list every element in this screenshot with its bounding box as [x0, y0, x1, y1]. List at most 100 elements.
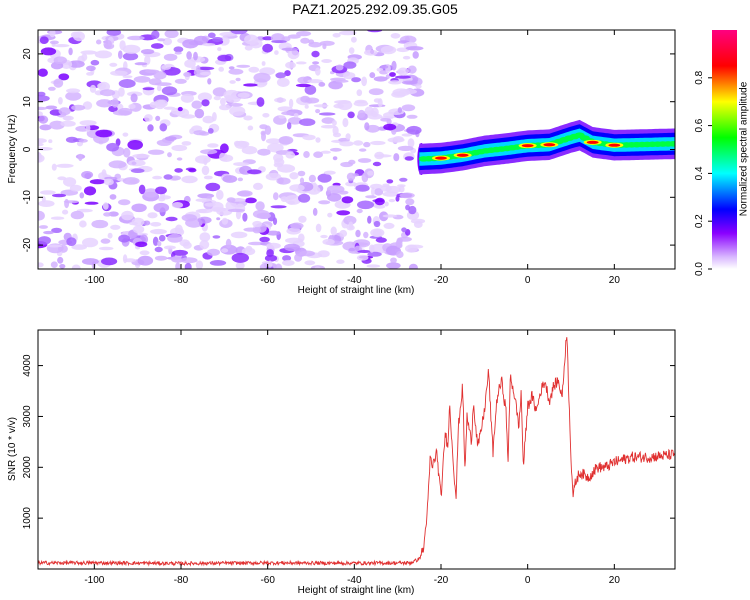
noise-blob	[161, 64, 172, 70]
noise-blob	[199, 240, 210, 250]
noise-blob	[236, 191, 251, 197]
noise-blob	[244, 34, 259, 45]
noise-blob	[370, 140, 386, 146]
noise-blob	[380, 185, 392, 192]
noise-blob	[156, 85, 162, 92]
noise-blob	[150, 228, 167, 235]
noise-blob	[397, 107, 403, 114]
noise-blob	[413, 220, 423, 228]
noise-blob	[112, 110, 131, 116]
noise-blob	[122, 132, 129, 137]
noise-blob	[177, 106, 183, 112]
noise-blob	[320, 150, 331, 154]
noise-blob	[317, 173, 332, 183]
noise-blob	[236, 64, 251, 68]
noise-blob	[355, 229, 361, 238]
snr-x-tick-label: 20	[609, 575, 621, 586]
noise-blob	[314, 266, 321, 269]
noise-blob	[207, 127, 214, 134]
noise-blob	[38, 210, 45, 221]
noise-blob	[167, 233, 183, 243]
noise-blob	[401, 227, 407, 233]
noise-blob	[397, 67, 409, 76]
noise-blob	[281, 111, 295, 116]
noise-blob	[317, 250, 330, 258]
noise-blob	[198, 208, 208, 213]
noise-blob	[111, 98, 119, 108]
noise-blob	[312, 207, 318, 216]
noise-blob	[287, 200, 295, 205]
noise-blob	[395, 195, 400, 202]
noise-blob	[230, 30, 248, 35]
noise-blob	[367, 30, 383, 33]
noise-blob	[365, 195, 377, 199]
noise-blob	[110, 224, 121, 230]
noise-blob	[172, 249, 188, 256]
noise-blob	[330, 226, 337, 236]
noise-blob	[229, 106, 246, 116]
noise-blob	[40, 190, 56, 195]
spectrogram-x-tick-label: 0	[525, 275, 531, 286]
noise-blob	[335, 79, 349, 83]
noise-blob	[294, 253, 303, 262]
noise-blob	[181, 175, 198, 184]
noise-blob	[346, 172, 356, 181]
noise-blob	[131, 217, 145, 227]
snr-y-axis-label: SNR (10 * v/v)	[7, 417, 18, 481]
noise-blob	[154, 82, 172, 86]
noise-blob	[271, 40, 287, 44]
noise-blob	[261, 61, 266, 66]
noise-blob	[332, 33, 341, 38]
noise-blob	[121, 210, 134, 221]
noise-blob	[318, 82, 326, 87]
noise-blob	[319, 40, 335, 46]
noise-blob	[58, 97, 63, 105]
noise-blob	[293, 113, 299, 118]
noise-blob	[73, 31, 85, 42]
noise-blob	[389, 72, 396, 77]
spectrogram-y-tick-label: -20	[22, 237, 33, 252]
noise-blob	[313, 151, 323, 158]
noise-blob	[287, 34, 301, 39]
noise-blob	[384, 201, 389, 207]
noise-blob	[284, 70, 291, 77]
noise-blob	[107, 232, 113, 239]
noise-blob	[241, 146, 258, 155]
noise-blob	[404, 156, 414, 161]
noise-blob	[415, 84, 422, 89]
noise-blob	[39, 124, 52, 131]
noise-blob	[343, 61, 357, 69]
noise-blob	[195, 260, 204, 269]
noise-blob	[247, 125, 254, 131]
noise-blob	[287, 117, 302, 125]
noise-blob	[241, 247, 256, 256]
noise-blob	[62, 115, 74, 121]
noise-blob	[144, 55, 151, 66]
noise-blob	[402, 55, 411, 60]
noise-blob	[39, 225, 48, 229]
noise-blob	[285, 151, 296, 159]
noise-blob	[272, 217, 278, 225]
noise-blob	[363, 141, 371, 148]
noise-blob	[123, 147, 131, 158]
noise-blob	[386, 179, 394, 184]
noise-blob	[289, 172, 299, 180]
noise-blob	[63, 177, 77, 187]
noise-blob	[288, 98, 294, 109]
noise-blob	[305, 97, 320, 104]
noise-blob	[171, 144, 188, 152]
noise-blob	[355, 184, 370, 192]
noise-blob	[65, 91, 82, 101]
noise-blob	[143, 220, 151, 226]
noise-blob	[259, 81, 268, 86]
signal-peak-red	[435, 156, 447, 160]
noise-blob	[202, 43, 216, 47]
noise-blob	[118, 234, 130, 243]
noise-blob	[395, 239, 403, 248]
noise-blob	[261, 131, 266, 142]
noise-blob	[393, 136, 404, 142]
noise-blob	[228, 66, 235, 70]
noise-blob	[217, 47, 222, 52]
noise-blob	[218, 66, 224, 72]
noise-blob	[369, 72, 376, 79]
